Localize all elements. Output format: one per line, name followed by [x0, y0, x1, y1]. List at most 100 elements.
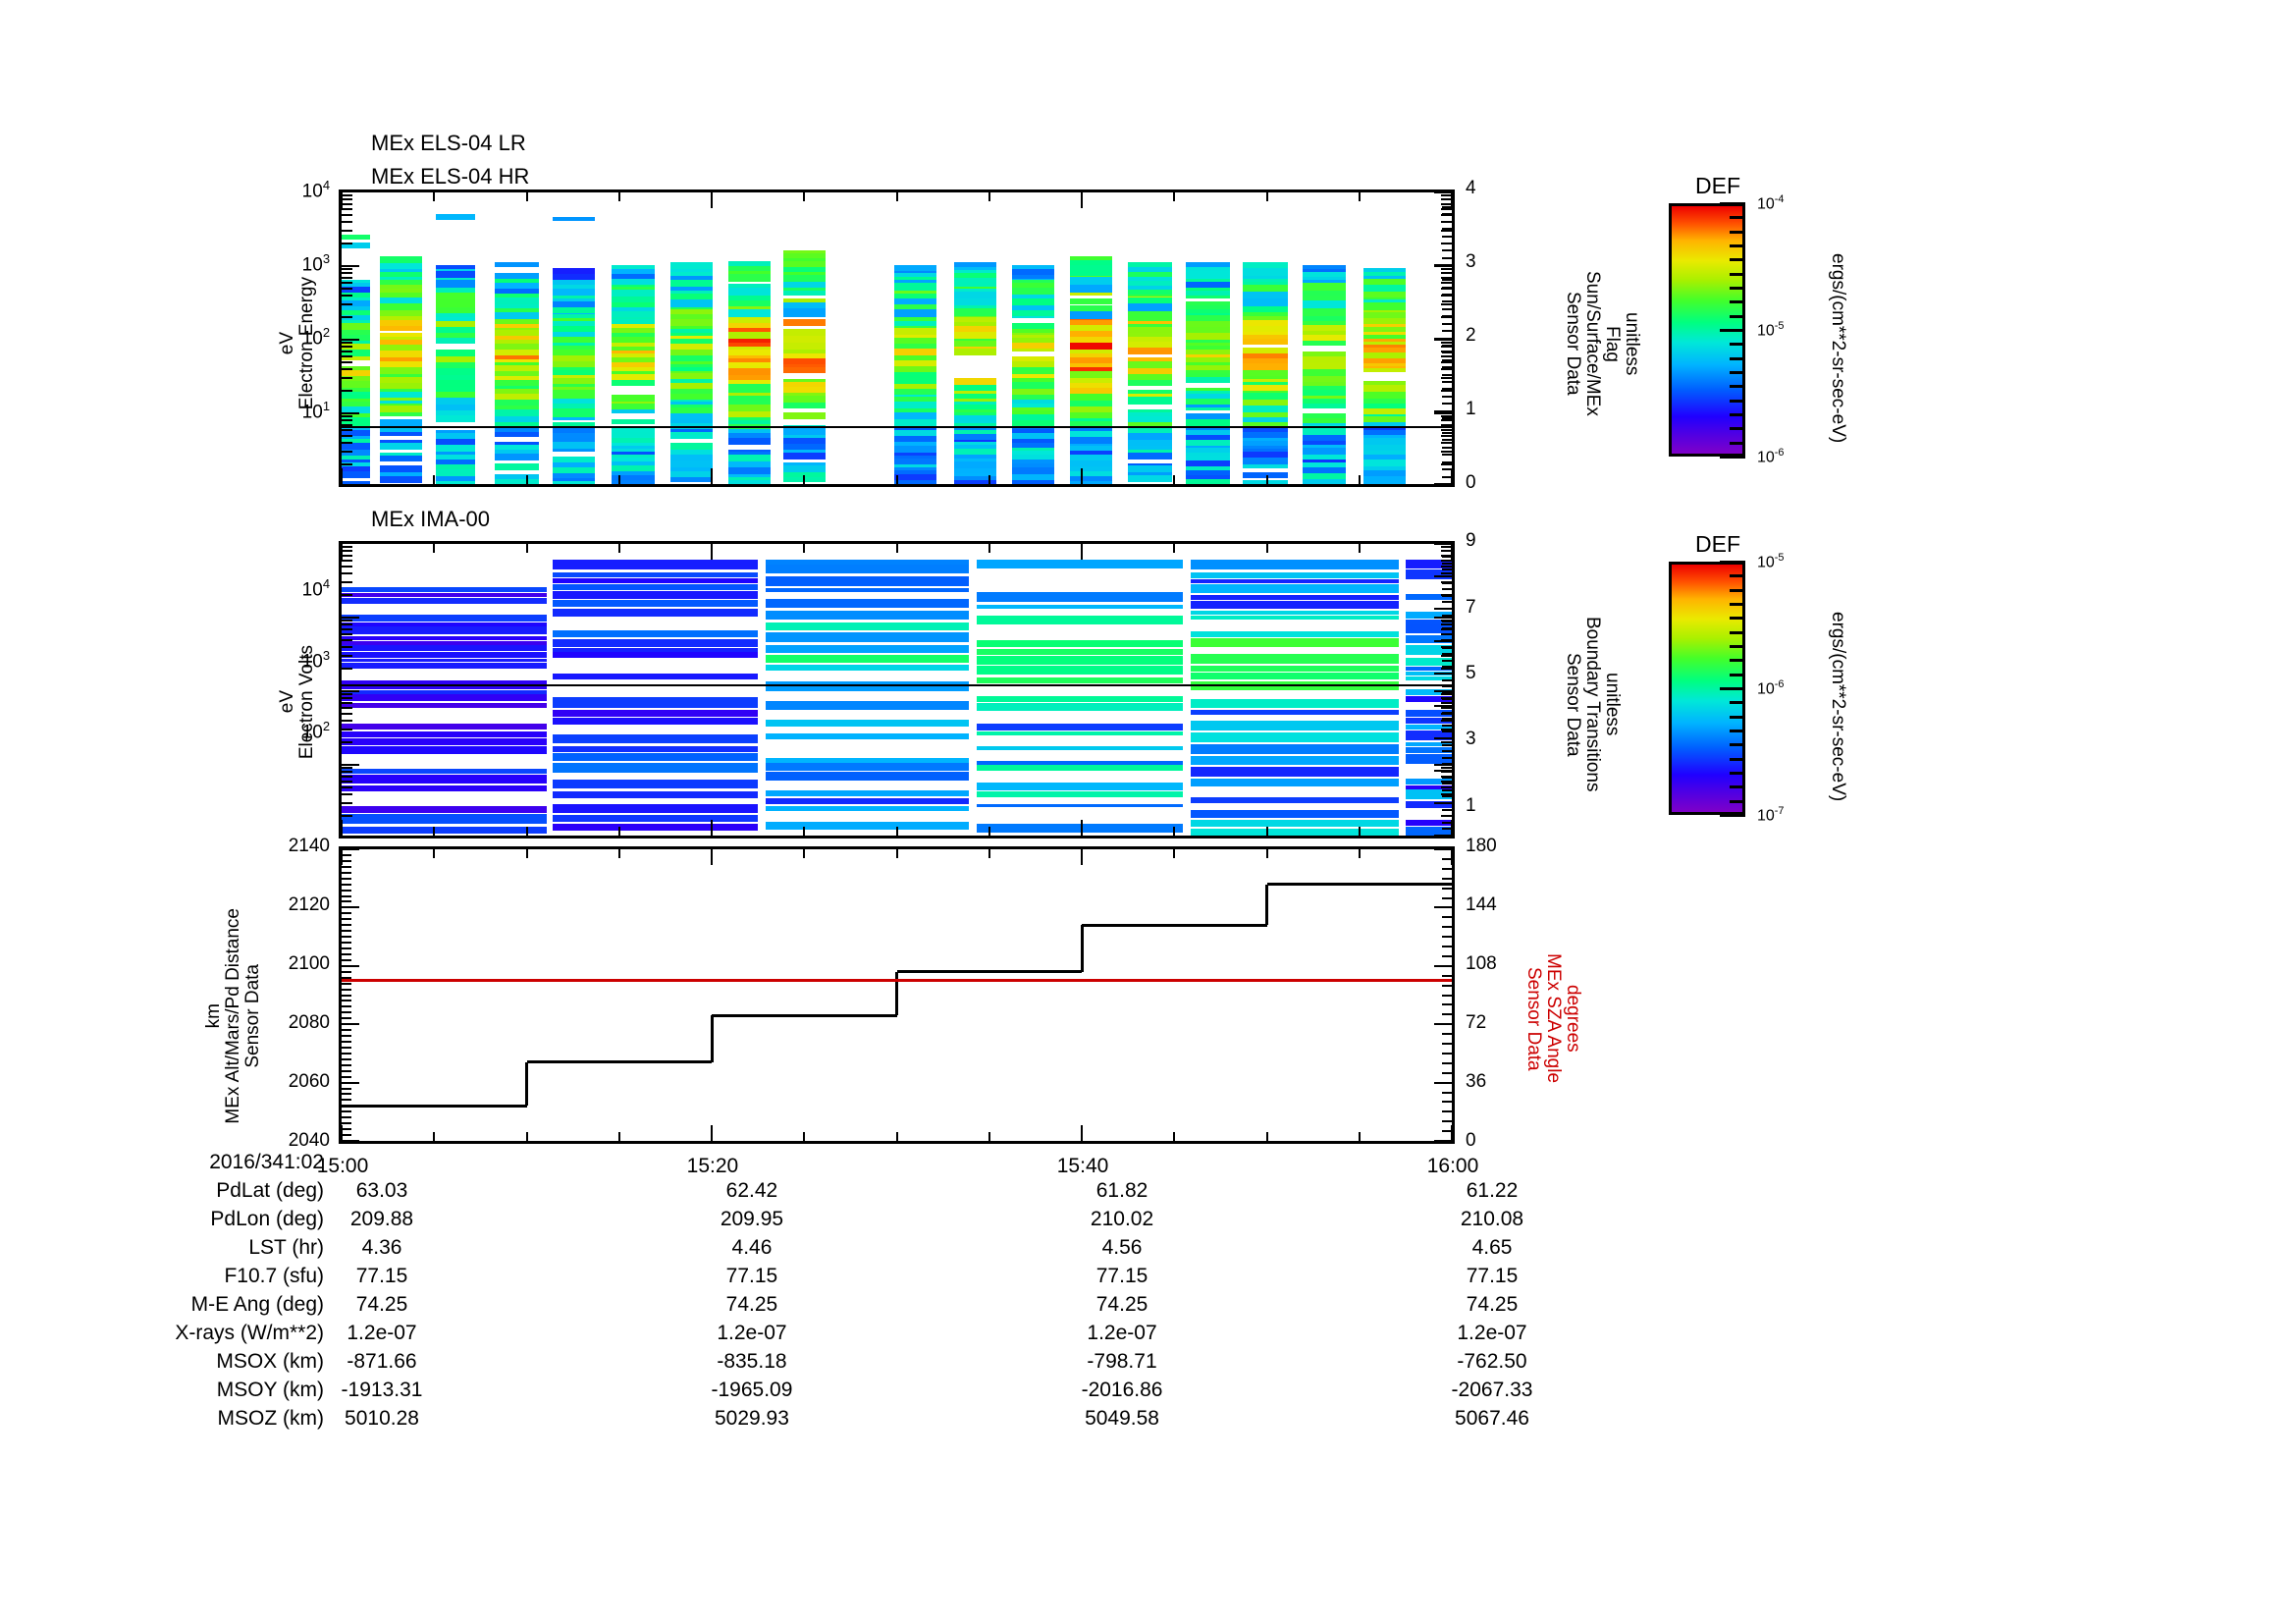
panel2-right-tick [1442, 614, 1452, 617]
spectrogram-cell [1012, 288, 1055, 297]
table-row-label: MSOY (km) [216, 1379, 324, 1401]
spectrogram-cell [1185, 354, 1230, 359]
panel1-right-tick [1442, 249, 1452, 252]
spectrogram-cell [976, 666, 1184, 676]
spectrogram-cell [783, 281, 827, 289]
spectrogram-cell [1303, 389, 1347, 397]
spectrogram-cell [976, 731, 1184, 736]
panel2-xtick-bottom [1358, 827, 1361, 836]
spectrogram-cell [894, 280, 937, 285]
spectrogram-cell [1191, 828, 1399, 836]
panel1-xtick-top [433, 192, 436, 201]
spectrogram-cell [342, 651, 548, 658]
spectrogram-cell [976, 592, 1184, 603]
spectrogram-cell [954, 408, 997, 413]
panel2-ytick-0: 104 [301, 576, 330, 601]
table-cell: 77.15 [725, 1265, 778, 1287]
spectrogram-cell [342, 419, 371, 427]
spectrogram-cell [976, 702, 1184, 712]
spectrogram-cell [495, 336, 540, 341]
spectrogram-cell [766, 790, 969, 797]
panel1-right-tick [1442, 366, 1452, 369]
spectrogram-cell [1362, 413, 1406, 418]
spectrogram-cell [552, 790, 759, 798]
panel1-xtick-top [1451, 192, 1453, 208]
spectrogram-cell [894, 343, 937, 351]
spectrogram-cell [1012, 374, 1055, 379]
spectrogram-cell [783, 298, 827, 303]
spectrogram-cell [766, 733, 969, 740]
panel3-rtick-5: 0 [1466, 1130, 1476, 1151]
spectrogram-cell [894, 412, 937, 420]
altitude-step-segment [896, 970, 1082, 974]
panel3-left-tick [342, 1005, 351, 1008]
spectrogram-cell [669, 313, 713, 320]
panel2-ytick-right [1434, 690, 1452, 692]
spectrogram-cell [1127, 393, 1172, 398]
spectrogram-cell [727, 261, 771, 267]
spectrogram-cell [669, 402, 713, 406]
spectrogram-cell [495, 262, 540, 268]
spectrogram-cell [669, 399, 713, 403]
spectrogram-cell [611, 367, 655, 372]
spectrogram-cell [436, 265, 475, 270]
spectrogram-cell [1362, 455, 1406, 460]
spectrogram-cell [976, 656, 1184, 665]
spectrogram-cell [1069, 443, 1112, 448]
spectrogram-cell [954, 449, 997, 456]
spectrogram-cell [1243, 357, 1288, 364]
spectrogram-cell [1303, 404, 1347, 409]
spectrogram-cell [1069, 293, 1112, 297]
spectrogram-cell [954, 479, 997, 484]
colorbar-tick [1720, 814, 1745, 817]
spectrogram-cell [552, 578, 759, 584]
spectrogram-cell [1185, 390, 1230, 395]
table-row-label: F10.7 (sfu) [224, 1265, 324, 1287]
panel2-ytick-left [342, 792, 352, 795]
spectrogram-cell [495, 365, 540, 373]
spectrogram-cell [1191, 571, 1399, 578]
spectrogram-cell [611, 357, 655, 363]
panel2-right-tick [1442, 783, 1452, 785]
spectrogram-cell [495, 327, 540, 331]
spectrogram-cell [552, 404, 595, 409]
spectrogram-cell [894, 467, 937, 471]
spectrogram-cell [727, 449, 771, 454]
spectrogram-cell [552, 332, 595, 339]
spectrogram-cell [436, 374, 475, 381]
spectrogram-cell [1405, 569, 1452, 580]
spectrogram-cell [766, 758, 969, 763]
panel2-xtick-top [617, 544, 620, 553]
spectrogram-cell [1191, 583, 1399, 594]
panel2-ytick-right [1441, 565, 1452, 568]
colorbar-tick [1730, 230, 1745, 234]
panel2-ytick-right [1441, 697, 1452, 700]
spectrogram-cell [1185, 294, 1230, 299]
spectrogram-cell [1303, 375, 1347, 383]
table-row-label: PdLon (deg) [210, 1208, 324, 1230]
panel1-right-tick [1442, 315, 1452, 318]
spectrogram-cell [552, 745, 759, 752]
spectrogram-cell [342, 694, 548, 702]
spectrogram-cell [1012, 343, 1055, 350]
spectrogram-cell [727, 300, 771, 307]
spectrogram-cell [1069, 337, 1112, 345]
spectrogram-cell [783, 462, 827, 466]
panel1-xtick-bottom [1081, 468, 1083, 484]
panel3-left-tick [342, 1093, 351, 1096]
panel3-right-tick [1442, 1033, 1452, 1036]
panel3-line-area [342, 849, 1452, 1141]
panel2-right-tick [1442, 776, 1452, 779]
colorbar-tick [1730, 799, 1745, 803]
spectrogram-cell [1069, 343, 1112, 351]
spectrogram-cell [1185, 460, 1230, 467]
spectrogram-cell [495, 426, 540, 433]
spectrogram-cell [783, 342, 827, 351]
panel3-right-tick [1442, 1003, 1452, 1006]
spectrogram-cell [1362, 380, 1406, 386]
colorbar-1-tick-bot: 10-6 [1757, 447, 1785, 466]
spectrogram-cell [495, 273, 540, 280]
spectrogram-cell [1069, 421, 1112, 429]
panel1-xtick-top [525, 192, 528, 201]
spectrogram-cell [1127, 293, 1172, 298]
